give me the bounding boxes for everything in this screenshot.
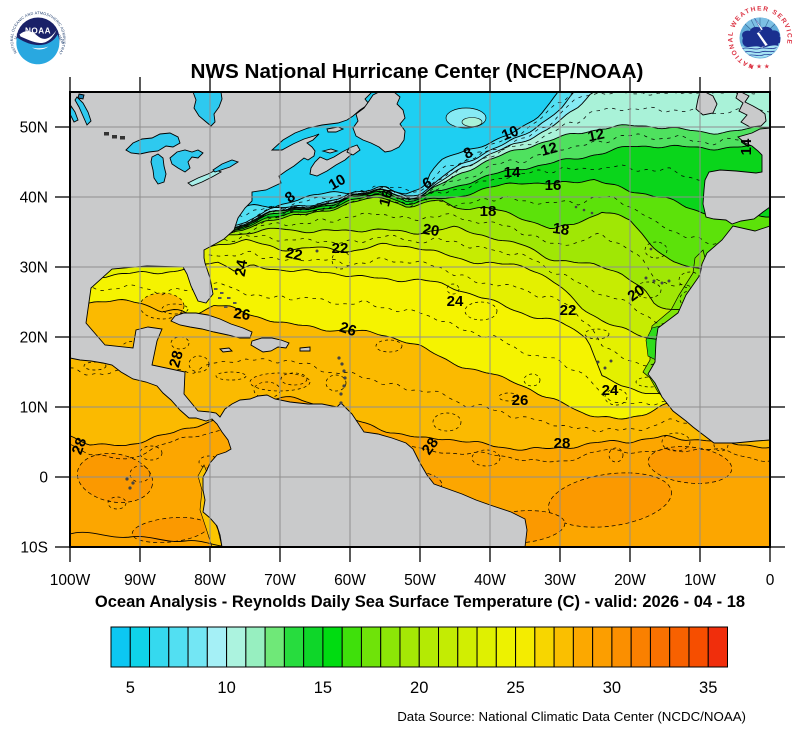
svg-text:22: 22 — [560, 302, 577, 319]
svg-text:28: 28 — [166, 349, 187, 370]
svg-text:16: 16 — [545, 177, 562, 194]
svg-text:12: 12 — [539, 139, 560, 160]
svg-text:24: 24 — [447, 293, 464, 310]
svg-text:30: 30 — [603, 679, 621, 697]
svg-text:20: 20 — [410, 679, 428, 697]
svg-text:10N: 10N — [20, 400, 48, 417]
svg-text:NWS National Hurricane Center: NWS National Hurricane Center (NCEP/NOAA… — [191, 60, 644, 83]
svg-text:18: 18 — [480, 203, 497, 220]
svg-text:28: 28 — [419, 435, 442, 458]
svg-text:26: 26 — [232, 305, 251, 324]
svg-text:40N: 40N — [20, 190, 48, 207]
svg-text:10: 10 — [326, 171, 349, 194]
svg-text:80W: 80W — [194, 572, 226, 589]
svg-text:40W: 40W — [474, 572, 506, 589]
svg-text:25: 25 — [506, 679, 524, 697]
svg-text:24: 24 — [232, 258, 252, 278]
svg-text:16: 16 — [376, 188, 397, 209]
svg-text:Data Source: National Climatic: Data Source: National Climatic Data Cent… — [397, 709, 746, 724]
svg-text:26: 26 — [512, 392, 529, 409]
svg-text:10: 10 — [499, 122, 521, 144]
svg-text:10: 10 — [217, 679, 235, 697]
svg-text:28: 28 — [69, 435, 91, 456]
svg-text:10W: 10W — [684, 572, 716, 589]
svg-text:22: 22 — [332, 240, 349, 257]
svg-text:20W: 20W — [614, 572, 646, 589]
svg-text:14: 14 — [738, 138, 755, 155]
svg-text:60W: 60W — [334, 572, 366, 589]
svg-text:26: 26 — [337, 319, 358, 340]
svg-text:35: 35 — [699, 679, 717, 697]
svg-text:15: 15 — [314, 679, 332, 697]
svg-text:12: 12 — [586, 125, 606, 145]
svg-text:14: 14 — [504, 164, 521, 181]
svg-text:20: 20 — [421, 221, 440, 241]
svg-text:NOAA: NOAA — [25, 27, 51, 36]
svg-text:20: 20 — [625, 282, 648, 305]
svg-text:0: 0 — [39, 470, 48, 487]
svg-text:22: 22 — [284, 244, 304, 264]
svg-text:30W: 30W — [544, 572, 576, 589]
svg-text:90W: 90W — [124, 572, 156, 589]
svg-text:50N: 50N — [20, 120, 48, 137]
svg-text:100W: 100W — [50, 572, 91, 589]
svg-text:10S: 10S — [20, 540, 48, 557]
svg-text:30N: 30N — [20, 260, 48, 277]
svg-text:0: 0 — [766, 572, 775, 589]
svg-text:Ocean Analysis - Reynolds Dail: Ocean Analysis - Reynolds Daily Sea Surf… — [95, 593, 745, 611]
svg-text:★★★: ★★★ — [748, 63, 771, 71]
svg-text:70W: 70W — [264, 572, 296, 589]
svg-text:24: 24 — [602, 382, 619, 399]
svg-text:28: 28 — [554, 435, 571, 452]
svg-text:18: 18 — [551, 220, 570, 239]
svg-text:20N: 20N — [20, 330, 48, 347]
svg-text:5: 5 — [126, 679, 135, 697]
svg-text:50W: 50W — [404, 572, 436, 589]
